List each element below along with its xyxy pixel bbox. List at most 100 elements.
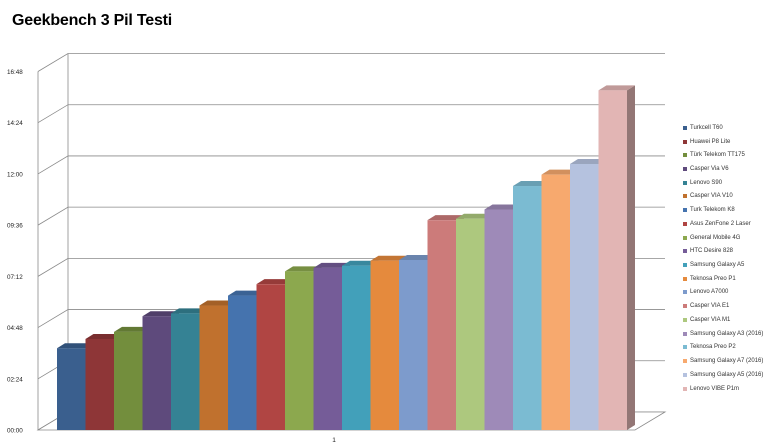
legend-item: Lenovo A7000	[683, 286, 769, 300]
y-tick-label: 16:48	[7, 69, 23, 76]
bar	[427, 220, 456, 430]
legend-item: Asus ZenFone 2 Laser	[683, 217, 769, 231]
bar	[370, 260, 399, 430]
legend-swatch	[683, 345, 687, 350]
bar-top	[598, 85, 635, 91]
legend-item: Teknosa Preo P1	[683, 272, 769, 286]
y-tick-label: 07:12	[7, 274, 23, 281]
legend-item: Casper Via V6	[683, 162, 769, 176]
bar	[142, 316, 171, 430]
legend-item: Turk Telekom K8	[683, 203, 769, 217]
legend-swatch	[683, 139, 687, 144]
bar-top	[114, 326, 151, 332]
y-tick-label: 04:48	[7, 325, 23, 332]
legend-swatch	[683, 359, 687, 364]
legend-swatch	[683, 304, 687, 309]
legend-swatch	[683, 167, 687, 172]
bar-top	[171, 308, 208, 314]
legend-swatch	[683, 276, 687, 281]
bar	[541, 174, 570, 430]
legend-item: Teknosa Preo P2	[683, 341, 769, 355]
legend-item: Lenovo VIBE P1m	[683, 382, 769, 396]
y-tick-label: 12:00	[7, 171, 23, 178]
legend-item: Samsung Galaxy A5	[683, 258, 769, 272]
legend-item: Samsung Galaxy A3 (2016)	[683, 327, 769, 341]
bar	[285, 271, 314, 430]
legend-swatch	[683, 125, 687, 130]
legend-item: Türk Telekom TT175	[683, 148, 769, 162]
bar	[399, 259, 428, 430]
bar	[456, 218, 485, 430]
bar	[256, 284, 285, 430]
legend-item: Casper VIA V10	[683, 190, 769, 204]
bar	[570, 163, 599, 430]
legend-swatch	[683, 208, 687, 213]
legend-item: Casper VIA M1	[683, 313, 769, 327]
bar	[85, 338, 114, 430]
bar	[598, 90, 627, 430]
bar-top	[570, 158, 607, 164]
bar-top	[285, 266, 322, 272]
legend: Turkcell T60 Huawei P8 Lite Türk Telekom T…	[683, 121, 769, 395]
bar-top	[85, 333, 122, 339]
bar-top	[142, 311, 179, 317]
legend-item: General Mobile 4G	[683, 231, 769, 245]
legend-label: Samsung Galaxy A5 (2016)	[690, 371, 764, 378]
legend-label: Casper VIA M1	[690, 316, 731, 323]
bar-top	[199, 300, 236, 306]
legend-label: Samsung Galaxy A5	[690, 262, 745, 269]
legend-label: Teknosa Preo P2	[690, 344, 736, 351]
legend-swatch	[683, 263, 687, 268]
legend-swatch	[683, 180, 687, 185]
legend-swatch	[683, 386, 687, 391]
legend-label: Casper Via V6	[690, 166, 729, 173]
bar-side	[627, 85, 635, 430]
bar-top	[399, 254, 436, 260]
bar	[484, 209, 513, 430]
bar-top	[256, 279, 293, 285]
bar-top	[342, 260, 379, 266]
bar	[199, 305, 228, 430]
bar	[171, 313, 200, 430]
legend-label: Turkcell T60	[690, 124, 723, 131]
legend-label: Casper VIA V10	[690, 193, 733, 200]
bar	[342, 265, 371, 430]
legend-item: Samsung Galaxy A5 (2016)	[683, 368, 769, 382]
bar-top	[541, 169, 578, 175]
legend-item: Turkcell T60	[683, 121, 769, 135]
legend-swatch	[683, 194, 687, 199]
bar	[114, 331, 143, 430]
legend-label: Huawei P8 Lite	[690, 138, 731, 145]
legend-swatch	[683, 153, 687, 158]
legend-label: Türk Telekom TT175	[690, 152, 745, 159]
legend-swatch	[683, 372, 687, 377]
bar	[228, 295, 257, 430]
legend-item: Casper VIA E1	[683, 299, 769, 313]
bar-top	[57, 343, 94, 349]
y-tick-label: 00:00	[7, 428, 23, 435]
y-tick-label: 02:24	[7, 376, 23, 383]
legend-label: Lenovo S90	[690, 179, 723, 186]
legend-swatch	[683, 317, 687, 322]
legend-swatch	[683, 249, 687, 254]
legend-label: Turk Telekom K8	[690, 207, 735, 214]
legend-swatch	[683, 290, 687, 295]
chart-title: Geekbench 3 Pil Testi	[12, 12, 173, 29]
legend-item: Lenovo S90	[683, 176, 769, 190]
legend-label: General Mobile 4G	[690, 234, 741, 241]
legend-label: Lenovo A7000	[690, 289, 729, 296]
bar-top	[427, 215, 464, 221]
bar-top	[484, 204, 521, 210]
legend-item: Huawei P8 Lite	[683, 135, 769, 149]
legend-item: Samsung Galaxy A7 (2016)	[683, 354, 769, 368]
legend-label: Samsung Galaxy A7 (2016)	[690, 358, 764, 365]
legend-swatch	[683, 331, 687, 336]
bar	[313, 267, 342, 430]
bar-top	[513, 181, 550, 187]
bar	[57, 348, 86, 430]
bar-top	[370, 255, 407, 261]
legend-label: Casper VIA E1	[690, 303, 730, 310]
legend-swatch	[683, 235, 687, 240]
y-tick-label: 14:24	[7, 120, 23, 127]
